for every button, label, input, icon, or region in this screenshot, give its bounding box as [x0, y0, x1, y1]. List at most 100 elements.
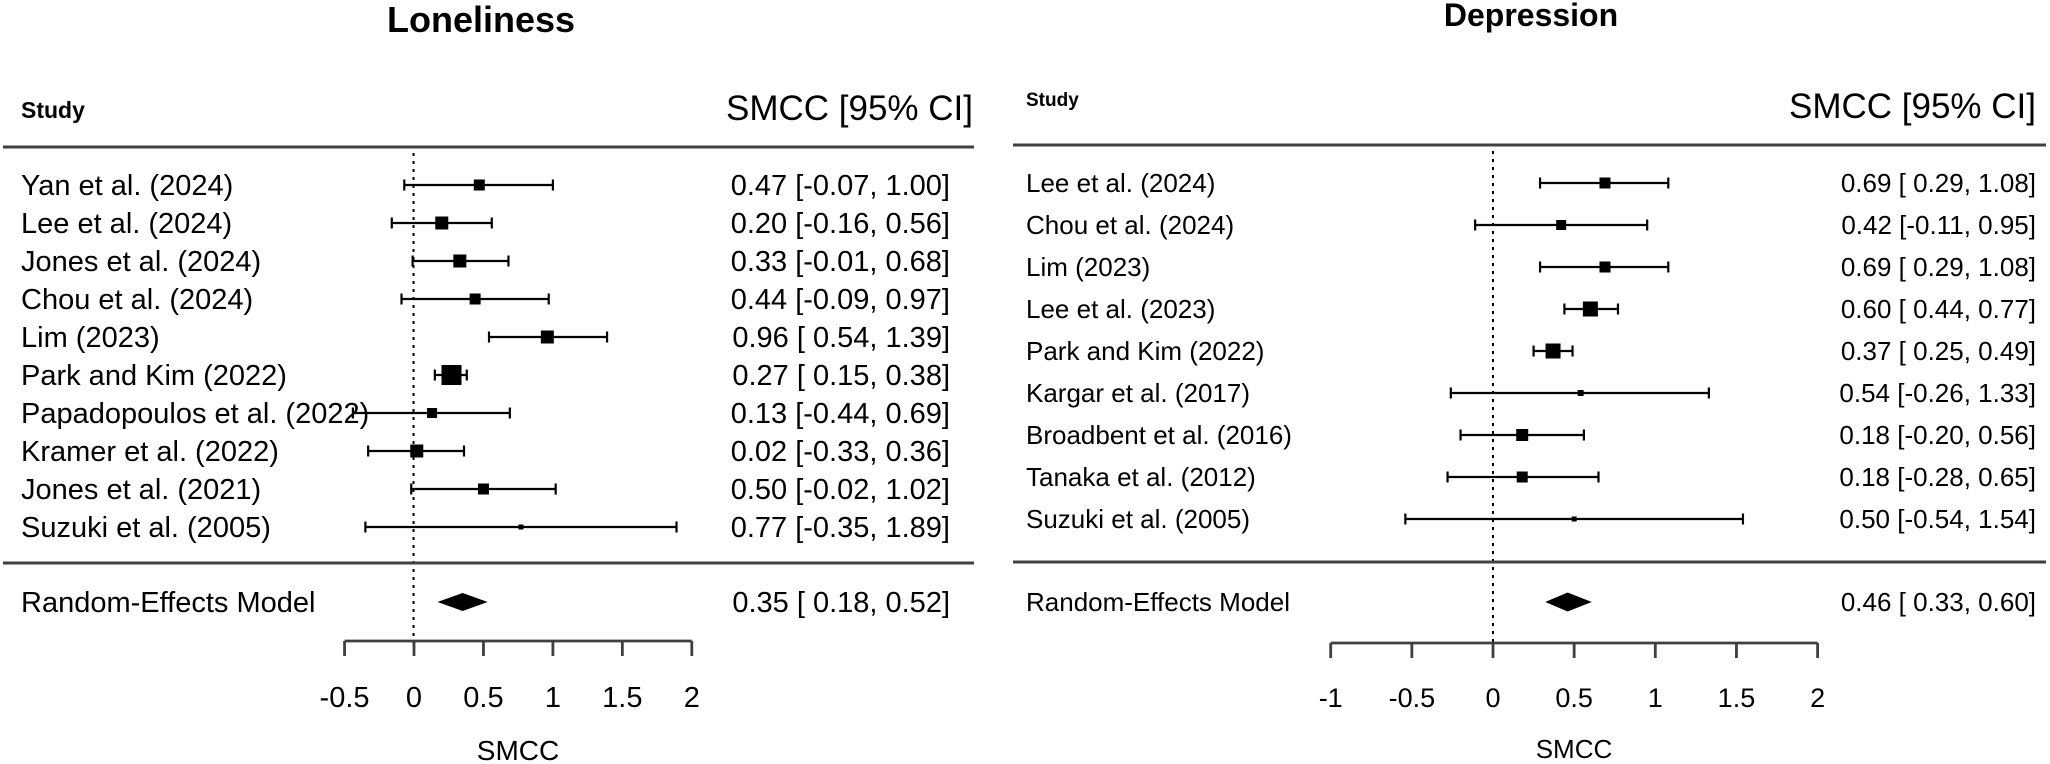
study-row: Chou et al. (2024) 0.42 [-0.11, 0.95]	[1026, 210, 2036, 240]
study-value: 0.18 [-0.20, 0.56]	[1839, 420, 2036, 450]
study-value: 0.42 [-0.11, 0.95]	[1841, 210, 2036, 240]
estimate-marker	[1599, 261, 1611, 273]
summary-label: Random-Effects Model	[1026, 587, 1290, 617]
axis-tick-label: 0	[406, 682, 422, 714]
plot-title: Loneliness	[387, 0, 575, 40]
study-label: Kramer et al. (2022)	[21, 436, 279, 468]
study-value: 0.77 [-0.35, 1.89]	[731, 512, 950, 544]
study-value: 0.69 [ 0.29, 1.08]	[1841, 252, 2036, 282]
study-value: 0.50 [-0.02, 1.02]	[731, 474, 950, 506]
study-row: Lim (2023) 0.69 [ 0.29, 1.08]	[1026, 252, 2036, 282]
study-label: Park and Kim (2022)	[21, 360, 287, 392]
study-value: 0.27 [ 0.15, 0.38]	[732, 360, 950, 392]
estimate-marker	[427, 408, 438, 418]
study-label: Suzuki et al. (2005)	[1026, 504, 1250, 534]
estimate-marker	[540, 330, 554, 344]
study-label: Lee et al. (2024)	[1026, 168, 1215, 198]
study-row: Broadbent et al. (2016) 0.18 [-0.20, 0.56…	[1026, 420, 2036, 450]
study-value: 0.18 [-0.28, 0.65]	[1839, 462, 2036, 492]
study-row: Kargar et al. (2017) 0.54 [-0.26, 1.33]	[1026, 378, 2036, 408]
summary-label: Random-Effects Model	[21, 587, 315, 619]
estimate-marker	[1545, 343, 1561, 359]
study-label: Park and Kim (2022)	[1026, 336, 1264, 366]
study-label: Broadbent et al. (2016)	[1026, 420, 1292, 450]
study-column-header: Study	[21, 97, 85, 123]
study-label: Jones et al. (2021)	[21, 474, 261, 506]
x-axis: -0.5 0 0.5 1 1.5 2	[320, 639, 700, 714]
estimate-marker	[453, 254, 467, 268]
study-value: 0.69 [ 0.29, 1.08]	[1841, 168, 2036, 198]
study-label: Lim (2023)	[1026, 252, 1150, 282]
x-axis-label: SMCC	[477, 735, 559, 764]
estimate-marker	[1599, 177, 1611, 189]
study-value: 0.54 [-0.26, 1.33]	[1839, 378, 2036, 408]
axis-tick-label: 2	[684, 682, 700, 714]
estimate-marker	[435, 216, 449, 230]
summary-value: 0.46 [ 0.33, 0.60]	[1841, 587, 2036, 617]
estimate-marker	[1571, 516, 1577, 522]
axis-tick-label: -0.5	[320, 682, 370, 714]
axis-tick-label: 0.5	[463, 682, 503, 714]
summary-diamond	[1545, 592, 1592, 612]
forest-plot-loneliness: Loneliness Study SMCC [95% CI] Yan et al…	[3, 0, 974, 764]
study-row: Lee et al. (2024) 0.69 [ 0.29, 1.08]	[1026, 168, 2036, 198]
axis-tick-label: 0	[1485, 683, 1500, 713]
study-row: Tanaka et al. (2012) 0.18 [-0.28, 0.65]	[1026, 462, 2036, 492]
value-column-header: SMCC [95% CI]	[1789, 87, 2036, 126]
study-label: Jones et al. (2024)	[21, 246, 261, 278]
forest-plot-depression: Depression Study SMCC [95% CI] Lee et al…	[1013, 0, 2046, 764]
axis-tick-label: 2	[1810, 683, 1825, 713]
study-row: Park and Kim (2022) 0.37 [ 0.25, 0.49]	[1026, 336, 2036, 366]
study-row: Kramer et al. (2022) 0.02 [-0.33, 0.36]	[21, 436, 950, 468]
estimate-marker	[1516, 429, 1529, 441]
estimate-marker	[1577, 390, 1584, 396]
study-value: 0.44 [-0.09, 0.97]	[731, 284, 950, 316]
value-column-header: SMCC [95% CI]	[726, 89, 973, 128]
study-label: Chou et al. (2024)	[1026, 210, 1234, 240]
axis-tick-label: 1.5	[1718, 683, 1756, 713]
study-label: Kargar et al. (2017)	[1026, 378, 1250, 408]
study-row: Jones et al. (2021) 0.50 [-0.02, 1.02]	[21, 474, 950, 506]
summary-value: 0.35 [ 0.18, 0.52]	[732, 587, 950, 619]
estimate-marker	[473, 179, 485, 191]
study-value: 0.02 [-0.33, 0.36]	[731, 436, 950, 468]
axis-tick-label: 1.5	[602, 682, 642, 714]
study-label: Lim (2023)	[21, 322, 160, 354]
study-value: 0.33 [-0.01, 0.68]	[731, 246, 950, 278]
study-value: 0.60 [ 0.44, 0.77]	[1841, 294, 2036, 324]
study-row: Papadopoulos et al. (2022) 0.13 [-0.44, 0…	[21, 398, 950, 430]
study-value: 0.96 [ 0.54, 1.39]	[732, 322, 950, 354]
study-column-header: Study	[1026, 90, 1079, 111]
estimate-marker	[469, 293, 481, 305]
study-row: Park and Kim (2022) 0.27 [ 0.15, 0.38]	[21, 360, 950, 392]
axis-tick-label: -1	[1319, 683, 1343, 713]
x-axis: -1 -0.5 0 0.5 1 1.5 2	[1319, 641, 1825, 713]
estimate-marker	[410, 444, 424, 458]
axis-tick-label: 0.5	[1555, 683, 1593, 713]
study-rows: Yan et al. (2024) 0.47 [-0.07, 1.00] Lee e…	[21, 170, 950, 544]
study-row: Chou et al. (2024) 0.44 [-0.09, 0.97]	[21, 284, 950, 316]
study-row: Suzuki et al. (2005) 0.77 [-0.35, 1.89]	[21, 512, 950, 544]
study-label: Chou et al. (2024)	[21, 284, 253, 316]
estimate-marker	[441, 365, 462, 385]
study-row: Lee et al. (2024) 0.20 [-0.16, 0.56]	[21, 208, 950, 240]
study-row: Lim (2023) 0.96 [ 0.54, 1.39]	[21, 322, 950, 354]
study-value: 0.20 [-0.16, 0.56]	[731, 208, 950, 240]
estimate-marker	[1516, 471, 1528, 483]
estimate-marker	[518, 524, 524, 530]
axis-tick-label: 1	[545, 682, 561, 714]
axis-tick-label: 1	[1648, 683, 1663, 713]
study-label: Lee et al. (2024)	[21, 208, 232, 240]
study-label: Yan et al. (2024)	[21, 170, 233, 202]
study-label: Lee et al. (2023)	[1026, 294, 1215, 324]
study-row: Suzuki et al. (2005) 0.50 [-0.54, 1.54]	[1026, 504, 2036, 534]
study-row: Yan et al. (2024) 0.47 [-0.07, 1.00]	[21, 170, 950, 202]
summary-diamond	[437, 592, 488, 612]
study-row: Jones et al. (2024) 0.33 [-0.01, 0.68]	[21, 246, 950, 278]
study-value: 0.50 [-0.54, 1.54]	[1839, 504, 2036, 534]
study-row: Lee et al. (2023) 0.60 [ 0.44, 0.77]	[1026, 294, 2036, 324]
estimate-marker	[1582, 301, 1598, 317]
study-rows: Lee et al. (2024) 0.69 [ 0.29, 1.08] Chou …	[1026, 168, 2036, 534]
axis-tick-label: -0.5	[1389, 683, 1436, 713]
